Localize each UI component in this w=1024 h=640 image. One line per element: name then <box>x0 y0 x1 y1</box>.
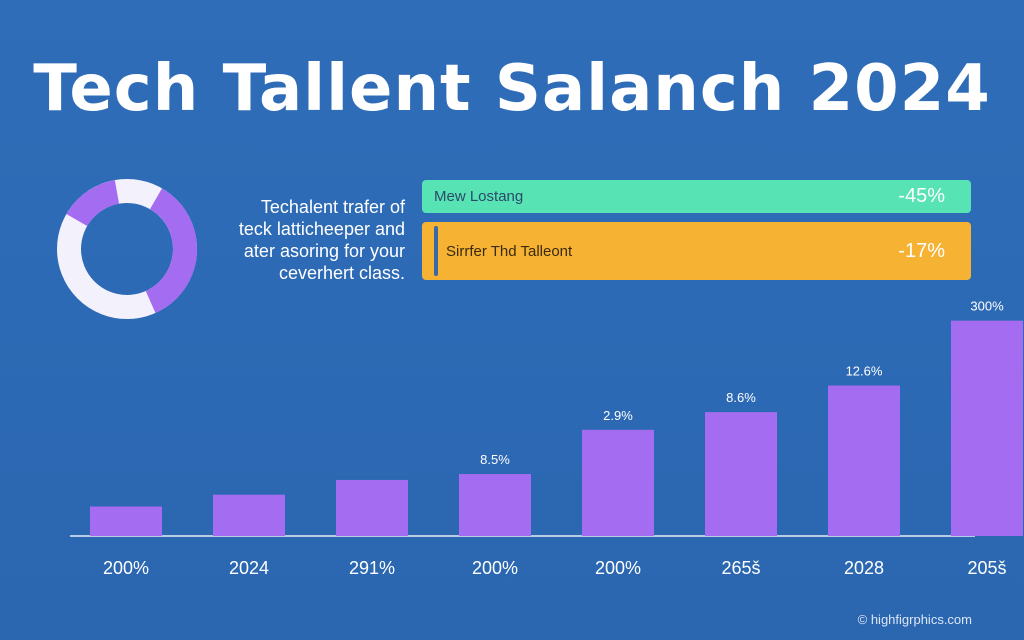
x-tick-label: 291% <box>349 558 395 578</box>
bar <box>213 494 285 536</box>
bar <box>336 479 408 536</box>
x-tick-label: 200% <box>472 558 518 578</box>
donut-segment <box>66 180 120 227</box>
description-line: teck latticheeper and <box>238 219 405 239</box>
bar <box>582 429 654 536</box>
data-label: 300% <box>970 299 1004 314</box>
footer-credit: © highfigrphics.com <box>857 612 972 627</box>
x-tick-label: 2028 <box>844 558 884 578</box>
x-tick-label: 2024 <box>229 558 269 578</box>
data-label: 12.6% <box>846 364 883 379</box>
bar <box>828 385 900 536</box>
bar <box>951 320 1023 536</box>
description-text: Techalent trafer of teck latticheeper an… <box>205 196 405 284</box>
description-line: ceverhert class. <box>278 263 405 283</box>
data-label: 8.5% <box>480 452 510 467</box>
description-line: Techalent trafer of <box>260 197 405 217</box>
bar <box>90 506 162 536</box>
x-tick-label: 200% <box>595 558 641 578</box>
bar <box>459 474 531 536</box>
stat-bar-talleont: Sirrfer Thd Talleont -17% <box>422 222 971 280</box>
stat-bar-new-lostang: Mew Lostang -45% <box>422 180 971 213</box>
data-label: 8.6% <box>726 390 756 405</box>
chart-title: Tech Tallent Salanch 2024 <box>33 52 991 126</box>
data-label: 2.9% <box>603 408 633 423</box>
bar-marker <box>434 226 438 276</box>
x-tick-label: 205š <box>967 558 1006 578</box>
x-tick-label: 200% <box>103 558 149 578</box>
stat-label: Sirrfer Thd Talleont <box>446 242 573 260</box>
donut-chart <box>57 179 197 319</box>
stat-label: Mew Lostang <box>434 188 524 205</box>
stat-value: -45% <box>898 185 945 207</box>
bar <box>705 412 777 536</box>
stat-value: -17% <box>898 239 945 262</box>
description-line: ater asoring for your <box>243 241 405 261</box>
donut-segment <box>145 188 197 313</box>
x-tick-label: 265š <box>721 558 760 578</box>
